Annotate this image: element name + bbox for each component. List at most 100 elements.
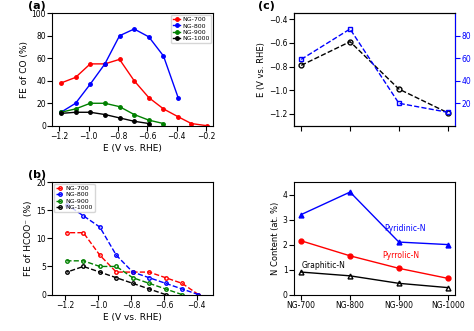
NG-700 xyxy=(131,79,137,83)
Y-axis label: FE of HCOO⁻ (%): FE of HCOO⁻ (%) xyxy=(25,201,34,276)
NG-1000 xyxy=(64,270,70,274)
Line: Pyridinic-N: Pyridinic-N xyxy=(299,190,450,247)
NG-900 xyxy=(161,121,166,125)
Line: NG-1000: NG-1000 xyxy=(59,111,151,125)
NG-800 xyxy=(102,62,108,66)
NG-800 xyxy=(179,287,185,291)
NG-800 xyxy=(97,225,103,229)
NG-900 xyxy=(64,259,70,263)
NG-1000 xyxy=(163,293,168,297)
Line: NG-900: NG-900 xyxy=(59,102,165,125)
Legend: NG-700, NG-800, NG-900, NG-1000: NG-700, NG-800, NG-900, NG-1000 xyxy=(171,15,211,43)
Line: NG-800: NG-800 xyxy=(65,203,200,296)
NG-900 xyxy=(87,101,93,105)
NG-900 xyxy=(117,105,122,109)
NG-900 xyxy=(163,287,168,291)
NG-700 xyxy=(64,231,70,235)
Graphitic-N xyxy=(298,270,304,274)
Text: (a): (a) xyxy=(28,1,46,11)
NG-1000 xyxy=(58,112,64,116)
Y-axis label: E (V vs. RHE): E (V vs. RHE) xyxy=(257,42,266,97)
NG-800 xyxy=(161,54,166,58)
NG-800 xyxy=(64,203,70,207)
NG-900 xyxy=(97,264,103,268)
NG-800 xyxy=(81,214,86,218)
NG-1000 xyxy=(81,264,86,268)
NG-800 xyxy=(146,276,152,280)
NG-700 xyxy=(163,276,168,280)
NG-700 xyxy=(58,81,64,85)
Graphitic-N xyxy=(396,281,402,285)
NG-900 xyxy=(58,110,64,114)
NG-700 xyxy=(205,124,210,128)
Pyridinic-N xyxy=(445,243,451,247)
NG-900 xyxy=(131,113,137,117)
NG-1000 xyxy=(130,281,136,285)
NG-1000 xyxy=(102,113,108,117)
Pyridinic-N xyxy=(347,190,353,194)
NG-900 xyxy=(102,101,108,105)
NG-700 xyxy=(97,253,103,257)
NG-1000 xyxy=(131,119,137,123)
Text: Pyridinic-N: Pyridinic-N xyxy=(384,224,426,233)
NG-900 xyxy=(73,107,78,111)
NG-800 xyxy=(73,101,78,105)
NG-700 xyxy=(130,270,136,274)
NG-800 xyxy=(146,35,152,39)
Line: NG-700: NG-700 xyxy=(65,231,200,296)
NG-800 xyxy=(117,34,122,38)
Line: Pyrrolic-N: Pyrrolic-N xyxy=(299,238,450,281)
Text: (b): (b) xyxy=(28,170,46,180)
NG-900 xyxy=(146,118,152,122)
Graphitic-N xyxy=(347,274,353,278)
NG-700 xyxy=(113,270,119,274)
NG-1000 xyxy=(97,270,103,274)
X-axis label: E (V vs. RHE): E (V vs. RHE) xyxy=(103,312,162,322)
NG-700 xyxy=(161,107,166,111)
NG-800 xyxy=(196,293,201,297)
NG-800 xyxy=(58,110,64,114)
NG-700 xyxy=(179,281,185,285)
NG-1000 xyxy=(73,110,78,114)
Pyridinic-N xyxy=(396,240,402,244)
NG-900 xyxy=(81,259,86,263)
Line: NG-1000: NG-1000 xyxy=(65,265,167,296)
Y-axis label: FE of CO (%): FE of CO (%) xyxy=(19,41,28,98)
NG-700 xyxy=(196,293,201,297)
Y-axis label: N Content (at. %): N Content (at. %) xyxy=(271,202,280,275)
NG-1000 xyxy=(87,110,93,114)
NG-900 xyxy=(130,276,136,280)
Pyridinic-N xyxy=(298,213,304,216)
NG-900 xyxy=(179,293,185,297)
NG-700 xyxy=(189,121,194,125)
NG-700 xyxy=(175,115,181,119)
NG-1000 xyxy=(146,287,152,291)
NG-1000 xyxy=(117,116,122,120)
NG-1000 xyxy=(146,121,152,125)
X-axis label: E (V vs. RHE): E (V vs. RHE) xyxy=(103,144,162,153)
Legend: NG-700, NG-800, NG-900, NG-1000: NG-700, NG-800, NG-900, NG-1000 xyxy=(54,184,94,212)
Line: NG-800: NG-800 xyxy=(59,27,180,114)
NG-1000 xyxy=(113,276,119,280)
Text: Pyrrolic-N: Pyrrolic-N xyxy=(382,251,419,260)
NG-800 xyxy=(113,253,119,257)
NG-700 xyxy=(73,75,78,79)
NG-900 xyxy=(113,264,119,268)
NG-800 xyxy=(87,82,93,86)
Pyrrolic-N xyxy=(445,276,451,280)
NG-700 xyxy=(146,96,152,100)
Line: NG-900: NG-900 xyxy=(65,259,184,296)
NG-800 xyxy=(131,27,137,31)
NG-700 xyxy=(117,57,122,61)
NG-900 xyxy=(146,281,152,285)
Line: Graphitic-N: Graphitic-N xyxy=(299,270,450,290)
NG-800 xyxy=(163,281,168,285)
Pyrrolic-N xyxy=(298,239,304,243)
NG-700 xyxy=(146,270,152,274)
Pyrrolic-N xyxy=(396,266,402,270)
Text: Graphitic-N: Graphitic-N xyxy=(301,261,345,270)
NG-800 xyxy=(175,96,181,100)
NG-700 xyxy=(81,231,86,235)
Pyrrolic-N xyxy=(347,254,353,258)
NG-700 xyxy=(87,62,93,66)
